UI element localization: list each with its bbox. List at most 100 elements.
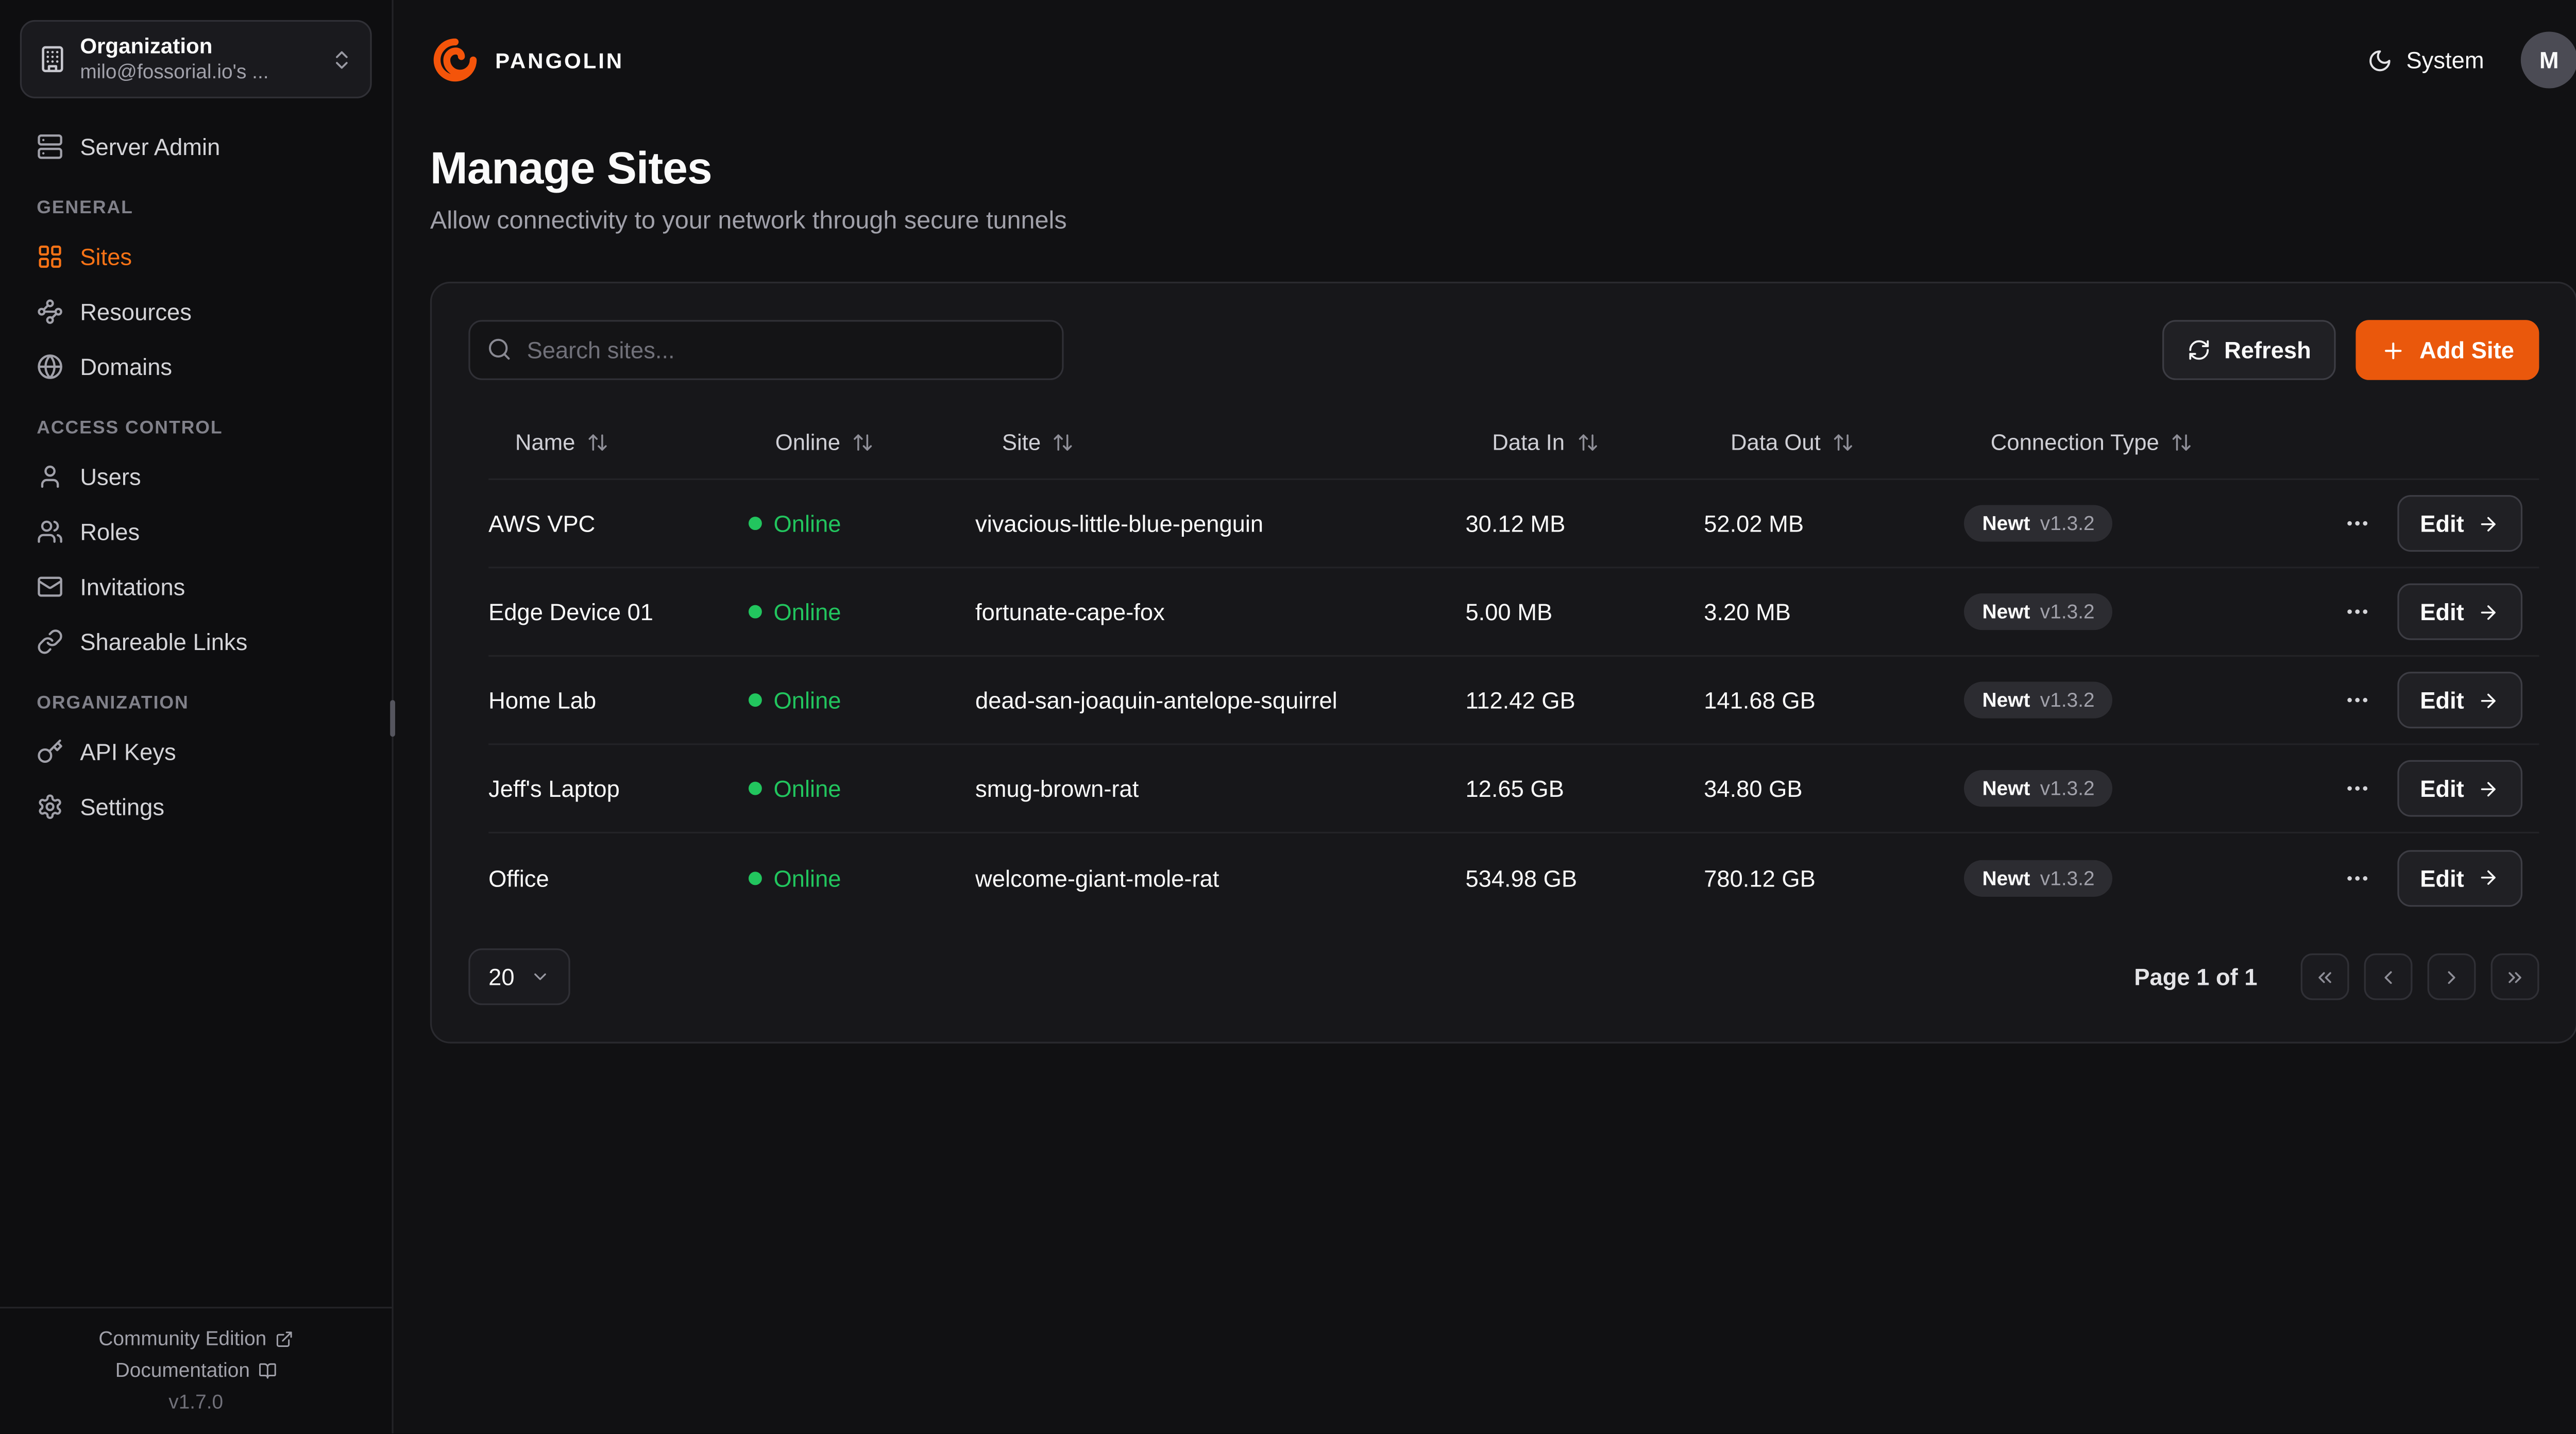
- online-dot-icon: [748, 870, 762, 884]
- refresh-button[interactable]: Refresh: [2162, 320, 2336, 380]
- edit-button[interactable]: Edit: [2396, 583, 2523, 640]
- connection-name: Newt: [1982, 866, 2030, 890]
- key-icon: [37, 738, 63, 764]
- sidebar-item-label: Server Admin: [80, 132, 221, 160]
- table-row: AWS VPC Online vivacious-little-blue-pen…: [488, 480, 2539, 569]
- sidebar-item-resources[interactable]: Resources: [20, 283, 372, 338]
- org-picker-subtitle: milo@fossorial.io's ...: [80, 60, 269, 84]
- sidebar-resize-handle[interactable]: [390, 700, 395, 737]
- data-in-value: 12.65 GB: [1465, 775, 1564, 802]
- row-actions: Edit: [2264, 672, 2539, 729]
- connection-version: v1.3.2: [2040, 688, 2095, 712]
- chevrons-up-down-icon: [330, 47, 353, 71]
- org-picker-title: Organization: [80, 33, 213, 58]
- sidebar-item-users[interactable]: Users: [20, 448, 372, 503]
- column-label: Online: [775, 430, 841, 455]
- row-menu-button[interactable]: [2336, 769, 2377, 809]
- column-label: Data In: [1492, 430, 1565, 455]
- sort-icon: [852, 432, 874, 453]
- avatar[interactable]: M: [2520, 31, 2576, 89]
- edit-button[interactable]: Edit: [2396, 495, 2523, 552]
- data-out-value: 52.02 MB: [1704, 510, 1804, 537]
- search-input[interactable]: [468, 320, 1064, 380]
- sort-icon: [1832, 432, 1854, 453]
- nav-section-organization: ORGANIZATION: [37, 693, 189, 714]
- online-label: Online: [773, 510, 841, 537]
- online-dot-icon: [748, 693, 762, 707]
- main-area: PANGOLIN System M Manage Sites Allow con…: [393, 0, 2576, 1433]
- ellipsis-icon: [2343, 687, 2370, 713]
- page-header: Manage Sites Allow connectivity to your …: [394, 120, 2576, 235]
- next-page-button[interactable]: [2427, 953, 2476, 1000]
- sidebar-item-domains[interactable]: Domains: [20, 338, 372, 394]
- globe-icon: [37, 352, 63, 379]
- first-page-button[interactable]: [2300, 953, 2349, 1000]
- column-header-name[interactable]: Name: [488, 430, 749, 455]
- sites-table: Name Online Site Data In: [468, 407, 2539, 922]
- org-picker-texts: Organization milo@fossorial.io's ...: [80, 33, 317, 85]
- sidebar-item-label: Invitations: [80, 572, 185, 600]
- sidebar-nav: Server Admin GENERAL Sites Resources Dom…: [0, 105, 392, 833]
- row-actions: Edit: [2264, 583, 2539, 640]
- ellipsis-icon: [2343, 599, 2370, 625]
- add-site-label: Add Site: [2419, 336, 2514, 364]
- sidebar-item-label: Shareable Links: [80, 627, 248, 655]
- sidebar-item-roles[interactable]: Roles: [20, 503, 372, 558]
- sidebar-item-settings[interactable]: Settings: [20, 778, 372, 833]
- card-footer: 20 Page 1 of 1: [468, 948, 2539, 1005]
- documentation-link[interactable]: Documentation: [115, 1358, 277, 1382]
- org-picker[interactable]: Organization milo@fossorial.io's ...: [20, 20, 372, 98]
- table-row: Edge Device 01 Online fortunate-cape-fox…: [488, 568, 2539, 657]
- theme-toggle[interactable]: System: [2368, 47, 2484, 73]
- arrow-right-icon: [2478, 601, 2499, 623]
- row-menu-button[interactable]: [2336, 680, 2377, 720]
- documentation-label: Documentation: [115, 1358, 250, 1382]
- site-name: Office: [488, 864, 549, 891]
- column-header-data-out[interactable]: Data Out: [1704, 430, 1964, 455]
- sort-icon: [2171, 432, 2193, 453]
- pagination-buttons: [2300, 953, 2539, 1000]
- sites-card: Refresh Add Site Name Online: [430, 281, 2576, 1044]
- topbar: PANGOLIN System M: [394, 0, 2576, 120]
- column-header-data-in[interactable]: Data In: [1465, 430, 1704, 455]
- plus-icon: [2381, 337, 2406, 363]
- row-menu-button[interactable]: [2336, 858, 2377, 898]
- edit-button[interactable]: Edit: [2396, 849, 2523, 906]
- site-online-status: Online: [748, 864, 975, 891]
- ellipsis-icon: [2343, 864, 2370, 891]
- community-edition-link[interactable]: Community Edition: [98, 1327, 293, 1350]
- sidebar-item-invitations[interactable]: Invitations: [20, 558, 372, 613]
- sidebar-item-api-keys[interactable]: API Keys: [20, 723, 372, 778]
- users-icon: [37, 518, 63, 544]
- add-site-button[interactable]: Add Site: [2356, 320, 2539, 380]
- last-page-button[interactable]: [2490, 953, 2539, 1000]
- brand-home-link[interactable]: PANGOLIN: [430, 35, 624, 85]
- arrow-right-icon: [2478, 689, 2499, 711]
- row-menu-button[interactable]: [2336, 503, 2377, 543]
- column-header-online[interactable]: Online: [749, 430, 975, 455]
- edit-button[interactable]: Edit: [2396, 672, 2523, 729]
- column-label: Name: [515, 430, 575, 455]
- row-menu-button[interactable]: [2336, 592, 2377, 632]
- sidebar-item-sites[interactable]: Sites: [20, 228, 372, 283]
- search-box: [468, 320, 1064, 380]
- sort-icon: [1577, 432, 1598, 453]
- row-actions: Edit: [2264, 495, 2539, 552]
- page-size-select[interactable]: 20: [468, 948, 570, 1005]
- edit-label: Edit: [2420, 775, 2464, 802]
- sidebar-item-server-admin[interactable]: Server Admin: [20, 118, 372, 174]
- column-header-connection-type[interactable]: Connection Type: [1964, 430, 2264, 455]
- arrow-right-icon: [2478, 867, 2499, 889]
- sidebar-item-label: Sites: [80, 242, 132, 269]
- data-in-value: 534.98 GB: [1465, 864, 1578, 891]
- previous-page-button[interactable]: [2364, 953, 2413, 1000]
- edit-button[interactable]: Edit: [2396, 760, 2523, 817]
- edit-label: Edit: [2420, 510, 2464, 537]
- nav-section-access-control: ACCESS CONTROL: [37, 418, 223, 439]
- sidebar-item-shareable-links[interactable]: Shareable Links: [20, 613, 372, 669]
- ellipsis-icon: [2343, 510, 2370, 537]
- column-header-site[interactable]: Site: [975, 430, 1465, 455]
- site-slug: smug-brown-rat: [975, 775, 1139, 802]
- table-row: Home Lab Online dead-san-joaquin-antelop…: [488, 657, 2539, 745]
- site-name: Edge Device 01: [488, 598, 654, 625]
